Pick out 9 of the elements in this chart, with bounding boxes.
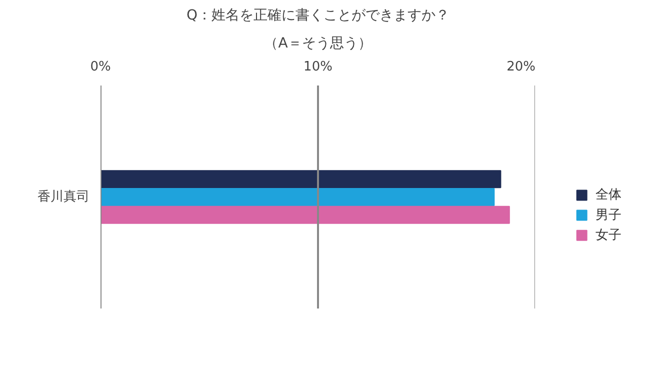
x-tick-label: 10% xyxy=(304,60,332,74)
legend-label: 女子 xyxy=(595,228,622,243)
x-tick-label: 0% xyxy=(90,60,111,74)
x-tick-label: 20% xyxy=(506,60,536,74)
y-tick-label: 香川真司 xyxy=(38,190,90,204)
legend-label: 男子 xyxy=(595,208,622,223)
chart-subtitle: （A＝そう思う） xyxy=(264,36,372,52)
legend-label: 全体 xyxy=(595,188,622,203)
chart-title: Q：姓名を正確に書くことができますか？ xyxy=(186,8,450,24)
